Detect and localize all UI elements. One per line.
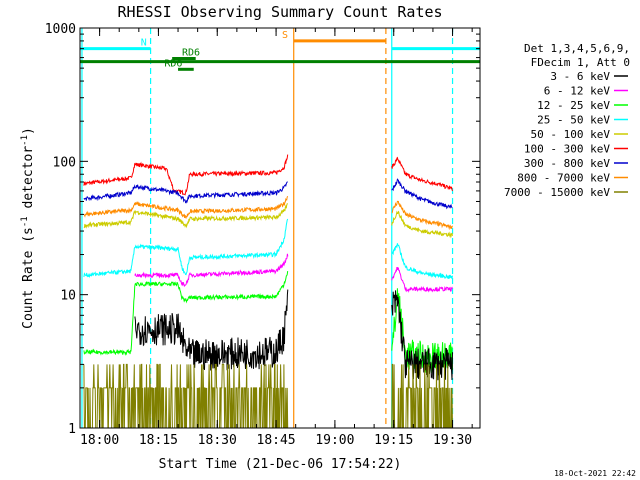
- flag-label-4: RD6: [182, 48, 200, 59]
- legend-entry-label-3: 25 - 50 keV: [537, 114, 610, 127]
- axes-frame: [79, 27, 481, 429]
- flag-label-3: RD6: [164, 58, 182, 69]
- x-tick-label-6: 19:30: [433, 433, 472, 448]
- series-line-5-orbit1: [134, 253, 289, 288]
- series-line-2-orbit1: [83, 195, 289, 220]
- axes: 18:00 18:15 18:30 18:45 19:00 19:15 19:30 1 10 10…: [45, 22, 481, 448]
- y-tick-label-0: 1: [68, 422, 76, 437]
- legend-entry-label-1: 6 - 12 keV: [544, 85, 611, 98]
- y-tick-label-3: 1000: [45, 22, 76, 37]
- y-axis-label-sup1: -1: [20, 216, 30, 227]
- x-tick-label-5: 19:15: [374, 433, 413, 448]
- legend-entry-label-6: 300 - 800 keV: [524, 157, 610, 170]
- series-line-6-orbit1: [83, 271, 289, 356]
- y-axis-label-mid: detector: [21, 146, 36, 217]
- x-axis-label: Start Time (21-Dec-06 17:54:22): [159, 457, 402, 472]
- legend-header-0: Det 1,3,4,5,6,9,: [524, 42, 630, 55]
- y-tick-label-1: 10: [60, 289, 76, 304]
- chart-title: RHESSI Observing Summary Count Rates: [117, 3, 442, 21]
- legend-entry-label-8: 7000 - 15000 keV: [504, 186, 610, 199]
- legend-entry-label-7: 800 - 7000 keV: [517, 172, 610, 185]
- series-line-7-orbit2: [391, 290, 453, 381]
- y-axis-label: Count Rate (s-1 detector-1): [20, 127, 36, 329]
- legend-entry-label-4: 50 - 100 keV: [531, 128, 611, 141]
- series-line-5-orbit2: [391, 267, 453, 293]
- y-tick-label-2: 100: [53, 155, 76, 170]
- x-tick-label-3: 18:45: [257, 433, 296, 448]
- y-axis-label-end: ): [21, 127, 36, 135]
- y-axis-label-main: Count Rate (s: [21, 227, 36, 329]
- x-tick-label-2: 18:30: [198, 433, 237, 448]
- legend-entry-label-5: 100 - 300 keV: [524, 143, 610, 156]
- series-lines: [83, 154, 453, 429]
- series-line-2-orbit2: [391, 200, 453, 231]
- series-line-4-orbit2: [391, 243, 453, 280]
- series-line-7-orbit1: [134, 289, 289, 371]
- legend: Det 1,3,4,5,6,9,FDecim 1, Att 03 - 6 keV…: [504, 42, 630, 199]
- legend-entry-label-0: 3 - 6 keV: [550, 70, 610, 83]
- series-line-0-orbit1: [83, 154, 289, 196]
- x-tick-label-0: 18:00: [80, 433, 119, 448]
- flag-label-0: N: [141, 38, 147, 49]
- series-line-0-orbit2: [391, 156, 453, 192]
- flag-label-5: S: [282, 30, 288, 41]
- series-line-4-orbit1: [83, 218, 289, 279]
- x-tick-label-1: 18:15: [139, 433, 178, 448]
- legend-header-1: FDecim 1, Att 0: [531, 56, 630, 69]
- series-line-3-orbit1: [83, 202, 289, 229]
- x-tick-label-4: 19:00: [315, 433, 354, 448]
- series-line-3-orbit2: [391, 210, 453, 239]
- legend-entry-label-2: 12 - 25 keV: [537, 99, 610, 112]
- series-line-1-orbit1: [83, 181, 288, 204]
- series-line-1-orbit2: [391, 178, 453, 210]
- footer-timestamp: 18-Oct-2021 22:42: [554, 469, 636, 478]
- y-axis-label-sup2: -1: [20, 135, 30, 146]
